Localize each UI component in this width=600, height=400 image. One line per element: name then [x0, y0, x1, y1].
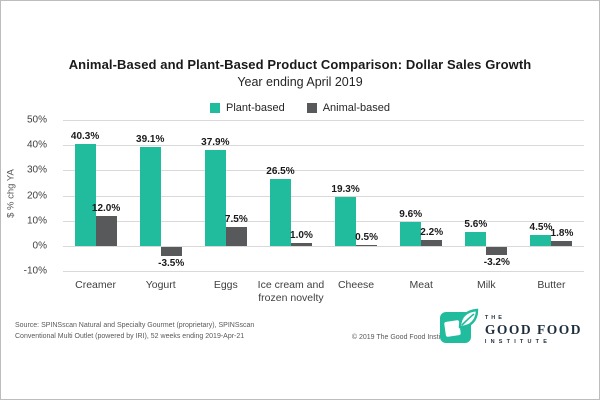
x-axis-label-yogurt: Yogurt: [145, 279, 176, 291]
bar-group-milk: 5.6% -3.2%: [464, 120, 510, 271]
chart-subtitle: Year ending April 2019: [237, 75, 363, 89]
x-axis-label-meat: Meat: [409, 279, 433, 291]
y-tick-label: 20%: [26, 190, 47, 201]
bar-value-label: 2.2%: [420, 227, 444, 239]
bar-group-butter: 4.5% 1.8%: [529, 120, 574, 271]
bar-value-label: 19.3%: [331, 184, 360, 196]
bar-value-label: 39.1%: [136, 134, 165, 146]
legend-label-animal-based: Animal-based: [322, 102, 390, 114]
x-axis-label-butter: Butter: [537, 279, 566, 291]
bar-group-yogurt: 39.1% -3.5%: [136, 120, 185, 271]
logo-line-good-food: GOOD FOOD: [484, 321, 582, 337]
source-line-1: Source: SPINSscan Natural and Specialty …: [15, 322, 255, 329]
good-food-institute-logo-text: THE GOOD FOOD INSTITUTE: [485, 315, 582, 345]
bar-group-meat: 9.6% 2.2%: [399, 120, 444, 271]
y-tick-label: 50%: [26, 114, 47, 126]
y-tick-label: -10%: [23, 265, 47, 277]
bar-value-label: 0.5%: [355, 231, 378, 243]
plot-area: 40.3% 12.0% 39.1% -3.5% 37.9% 7.5% 26.5% 1.0% 19…: [63, 120, 584, 272]
bar-plant-based-cheese: [335, 197, 357, 246]
bar-value-label: 5.6%: [464, 218, 488, 230]
y-axis-ticks: 50% 40% 30% 20% 10% 0% -10%: [1, 115, 55, 277]
y-tick-label: 10%: [26, 215, 47, 227]
bar-value-label: 37.9%: [201, 137, 230, 149]
bar-value-label: 26.5%: [266, 166, 295, 178]
bar-value-label: 1.8%: [550, 228, 574, 240]
bar-animal-based-milk: [486, 246, 508, 255]
gridline: [63, 245, 584, 247]
gridline: [63, 145, 584, 147]
plant-based-swatch: [210, 103, 220, 113]
bar-plant-based-eggs: [204, 150, 226, 246]
y-tick-label: 0%: [32, 240, 47, 252]
good-food-institute-logo: THE GOOD FOOD INSTITUTE: [439, 307, 582, 352]
source-line-2: Conventional Multi Outlet (powered by IR…: [15, 332, 245, 340]
bar-animal-based-butter: [551, 241, 573, 246]
bar-animal-based-eggs: [225, 226, 247, 246]
x-axis-label-milk: Milk: [476, 279, 496, 291]
bar-plant-based-milk: [465, 231, 487, 246]
bar-value-label: -3.2%: [483, 256, 510, 268]
gridline: [63, 195, 584, 197]
x-axis-label-cheese: Cheese: [337, 279, 375, 291]
legend: Plant-based Animal-based: [1, 102, 599, 114]
bar-plant-based-yogurt: [139, 147, 161, 246]
bar-value-label: 1.0%: [290, 230, 313, 242]
x-axis-label-ice-cream-and-frozen-novelty: Ice cream and frozen novelty: [257, 279, 325, 304]
legend-label-plant-based: Plant-based: [226, 102, 285, 114]
legend-item-animal-based: Animal-based: [306, 102, 390, 114]
bar-animal-based-cheese: [356, 244, 378, 246]
bar-animal-based-yogurt: [160, 246, 182, 256]
bar-group-eggs: 37.9% 7.5%: [201, 120, 248, 271]
good-food-institute-logo-icon: [439, 307, 479, 352]
gridline: [63, 120, 584, 121]
bar-value-label: -3.5%: [158, 257, 185, 269]
bar-group-cheese: 19.3% 0.5%: [331, 120, 378, 271]
x-axis-label-eggs: Eggs: [213, 279, 238, 291]
x-axis-labels: Creamer Yogurt Eggs Ice cream and frozen no…: [63, 279, 584, 307]
x-axis-label-creamer: Creamer: [75, 279, 116, 291]
bar-value-label: 4.5%: [529, 221, 553, 233]
bar-value-label: 7.5%: [224, 213, 248, 225]
gridline: [63, 271, 584, 272]
logo-line-the: THE: [484, 314, 505, 321]
y-tick-label: 40%: [26, 139, 47, 151]
copyright-text: © 2019 The Good Food Institute, Inc.: [351, 334, 467, 341]
legend-item-plant-based: Plant-based: [210, 102, 285, 114]
bar-value-label: 12.0%: [91, 202, 121, 214]
bar-plant-based-butter: [530, 234, 552, 246]
source-note: Source: SPINSscan Natural and Specialty …: [15, 321, 315, 343]
gridline: [63, 170, 584, 172]
bar-plant-based-creamer: [74, 144, 96, 246]
bar-group-creamer: 40.3% 12.0%: [71, 120, 121, 271]
chart-title: Animal-Based and Plant-Based Product Com…: [68, 57, 532, 72]
logo-line-institute: INSTITUTE: [484, 338, 552, 345]
bar-group-ice-cream-and-frozen-novelty: 26.5% 1.0%: [266, 120, 313, 271]
y-tick-label: 30%: [26, 164, 47, 176]
bar-plant-based-ice-cream-and-frozen-novelty: [269, 179, 291, 246]
bar-animal-based-creamer: [95, 215, 117, 246]
bar-value-label: 9.6%: [399, 208, 423, 220]
bar-plant-based-meat: [400, 221, 422, 246]
gridline: [63, 220, 584, 222]
animal-based-swatch: [306, 103, 317, 113]
bar-value-label: 40.3%: [70, 131, 100, 143]
bar-animal-based-ice-cream-and-frozen-novelty: [290, 243, 312, 246]
bar-animal-based-meat: [421, 240, 443, 246]
